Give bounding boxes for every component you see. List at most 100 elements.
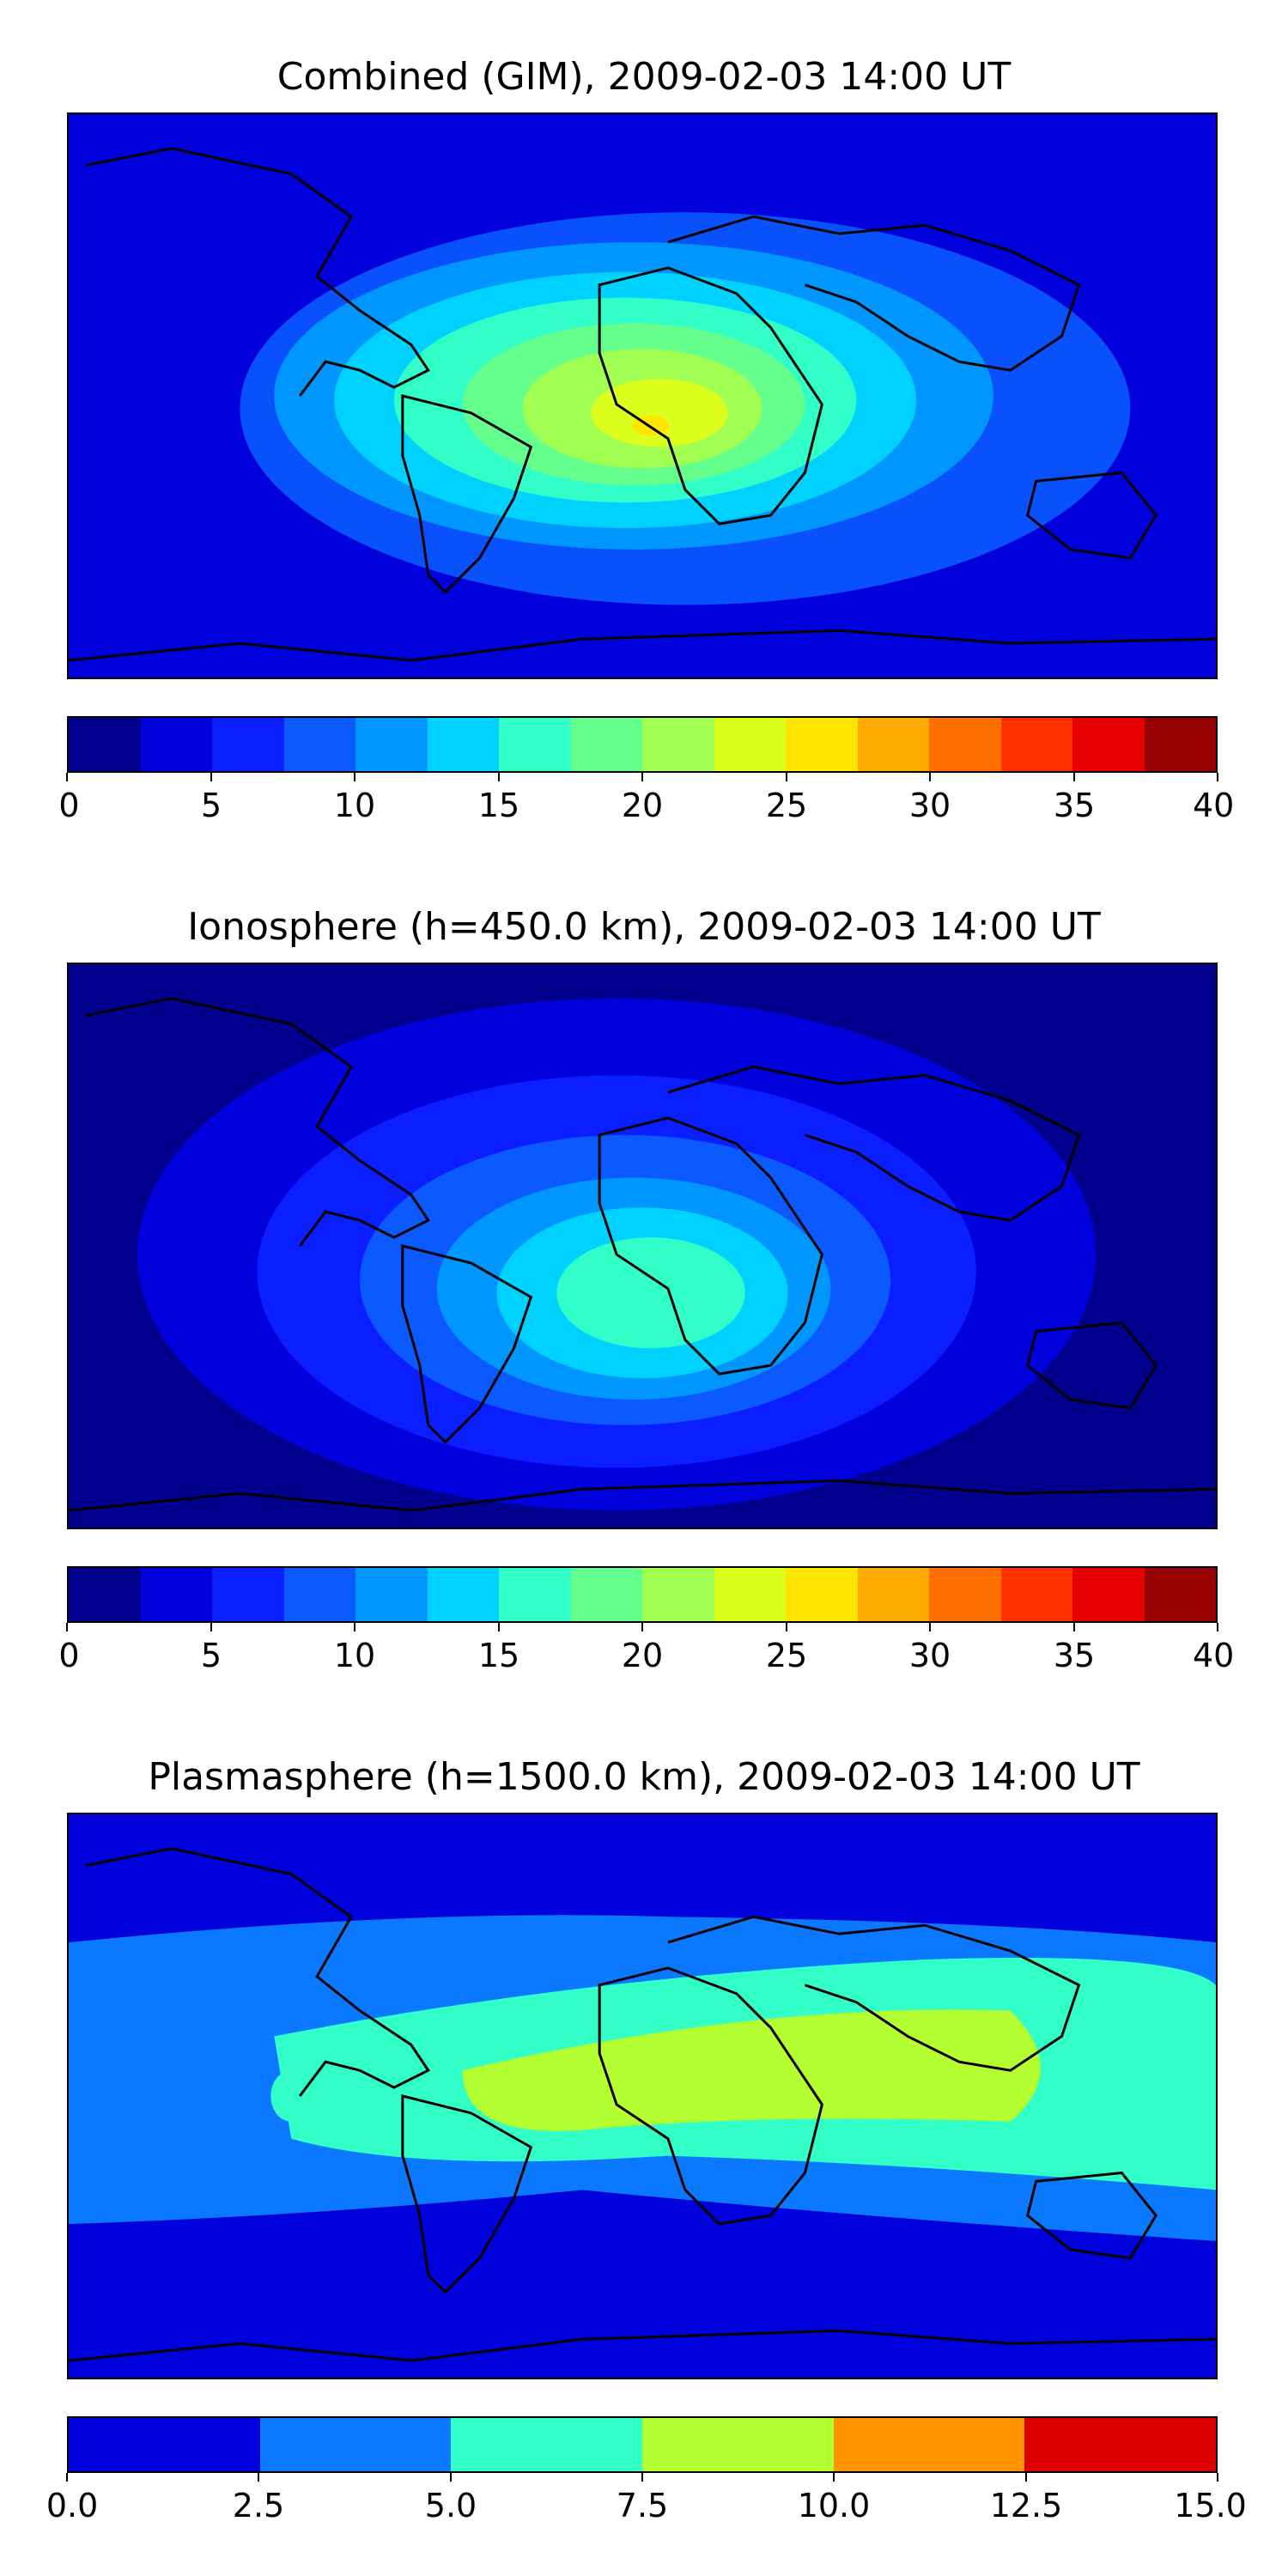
colorbar-swatch	[1000, 1568, 1072, 1621]
colorbar-tick-label: 15	[477, 787, 520, 824]
colorbar-tick-mark	[498, 773, 500, 781]
colorbar-tick-label: 0	[58, 787, 80, 824]
colorbar-tick-mark	[1025, 2473, 1027, 2482]
map-svg-plasmasphere	[69, 1814, 1216, 2378]
colorbar-tick-label: 35	[1053, 787, 1096, 824]
map-combined	[67, 112, 1218, 679]
colorbar-tick-label: 40	[1192, 787, 1235, 824]
colorbar-swatch	[570, 1568, 642, 1621]
colorbar-swatch	[355, 718, 428, 771]
colorbar-tick-mark	[354, 1623, 355, 1631]
colorbar-tick-label: 10	[333, 787, 376, 824]
colorbar-tick-label: 10.0	[797, 2487, 871, 2524]
colorbar-swatch	[1144, 718, 1216, 771]
colorbar-swatch	[1144, 1568, 1216, 1621]
colorbar-tick-mark	[66, 2473, 68, 2482]
colorbar-swatch	[642, 2418, 834, 2471]
colorbar-swatch	[69, 718, 141, 771]
colorbar-swatch	[451, 2418, 643, 2471]
colorbar-swatch	[1000, 718, 1072, 771]
colorbar-tick-mark	[498, 1623, 500, 1631]
colorbar-tick-mark	[1073, 773, 1075, 781]
panel-title-combined: Combined (GIM), 2009-02-03 14:00 UT	[276, 55, 1012, 99]
colorbar-swatch	[929, 718, 1001, 771]
colorbar-tick-mark	[1217, 773, 1218, 781]
colorbar-tick-label: 12.5	[989, 2487, 1063, 2524]
colorbar-tick-mark	[786, 773, 787, 781]
colorbar-swatch	[642, 1568, 714, 1621]
map-svg-ionosphere	[69, 964, 1216, 1528]
colorbar-tick-mark	[641, 2473, 643, 2482]
colorbar-swatch	[1072, 718, 1145, 771]
colorbar-plasmasphere	[67, 2416, 1218, 2473]
colorbar-swatch	[929, 1568, 1001, 1621]
colorbar-tick-label: 0.0	[46, 2487, 99, 2524]
colorbar-swatch	[212, 718, 284, 771]
colorbar-tick-mark	[450, 2473, 452, 2482]
colorbar-swatch	[427, 1568, 499, 1621]
colorbar-swatch	[140, 1568, 212, 1621]
colorbar-swatch	[714, 718, 786, 771]
colorbar-swatch	[140, 718, 212, 771]
colorbar-tick-mark	[258, 2473, 259, 2482]
colorbar-swatch	[427, 718, 499, 771]
colorbar-swatch	[857, 718, 929, 771]
colorbar-swatch	[69, 1568, 141, 1621]
colorbar-tick-label: 35	[1053, 1637, 1096, 1674]
colorbar-swatch	[857, 1568, 929, 1621]
map-svg-combined	[69, 114, 1216, 677]
colorbar-tick-label: 2.5	[232, 2487, 285, 2524]
colorbar-tick-label: 20	[621, 787, 664, 824]
colorbar-swatch	[355, 1568, 428, 1621]
colorbar-tick-mark	[833, 2473, 835, 2482]
colorbar-tick-label: 40	[1192, 1637, 1235, 1674]
colorbar-tick-label: 15	[477, 1637, 520, 1674]
colorbar-tick-mark	[210, 1623, 212, 1631]
panel-title-ionosphere: Ionosphere (h=450.0 km), 2009-02-03 14:0…	[187, 905, 1101, 949]
map-plasmasphere	[67, 1813, 1218, 2379]
colorbar-swatch	[283, 718, 355, 771]
colorbar-tick-mark	[210, 773, 212, 781]
colorbar-swatch	[714, 1568, 786, 1621]
map-ionosphere	[67, 963, 1218, 1529]
colorbar-swatch	[499, 718, 571, 771]
colorbar-tick-mark	[66, 1623, 68, 1631]
colorbar-ticks-plasmasphere: 0.0 2.5 5.0 7.5 10.0 12.5 15.0	[46, 2473, 1247, 2524]
colorbar-swatch	[833, 2418, 1025, 2471]
colorbar-swatch	[259, 2418, 452, 2471]
colorbar-tick-mark	[1217, 2473, 1218, 2482]
colorbar-swatch	[1024, 2418, 1217, 2471]
colorbar-ticks-ionosphere: 0 5 10 15 20 25 30 35 40	[58, 1623, 1234, 1674]
colorbar-swatch	[1072, 1568, 1145, 1621]
colorbar-combined	[67, 716, 1218, 773]
colorbar-swatch	[786, 718, 858, 771]
colorbar-swatch	[642, 718, 714, 771]
colorbar-swatch	[499, 1568, 571, 1621]
colorbar-tick-label: 20	[621, 1637, 664, 1674]
colorbar-tick-label: 10	[333, 1637, 376, 1674]
colorbar-tick-label: 30	[908, 787, 951, 824]
colorbar-tick-label: 30	[908, 1637, 951, 1674]
colorbar-tick-label: 15.0	[1174, 2487, 1247, 2524]
colorbar-tick-mark	[786, 1623, 787, 1631]
colorbar-tick-mark	[929, 1623, 931, 1631]
colorbar-tick-label: 5	[200, 787, 222, 824]
colorbar-tick-label: 0	[58, 1637, 80, 1674]
colorbar-tick-mark	[1217, 1623, 1218, 1631]
colorbar-swatch	[283, 1568, 355, 1621]
colorbar-tick-mark	[66, 773, 68, 781]
colorbar-tick-mark	[1073, 1623, 1075, 1631]
colorbar-swatch	[69, 2418, 260, 2471]
colorbar-tick-mark	[641, 1623, 643, 1631]
colorbar-tick-mark	[641, 773, 643, 781]
colorbar-swatch	[570, 718, 642, 771]
colorbar-tick-label: 5.0	[424, 2487, 477, 2524]
colorbar-tick-label: 5	[200, 1637, 222, 1674]
colorbar-ionosphere	[67, 1566, 1218, 1623]
colorbar-tick-label: 25	[765, 1637, 808, 1674]
colorbar-tick-mark	[929, 773, 931, 781]
colorbar-tick-label: 7.5	[616, 2487, 669, 2524]
colorbar-swatch	[212, 1568, 284, 1621]
colorbar-ticks-combined: 0 5 10 15 20 25 30 35 40	[58, 773, 1234, 824]
panel-title-plasmasphere: Plasmasphere (h=1500.0 km), 2009-02-03 1…	[148, 1755, 1140, 1799]
